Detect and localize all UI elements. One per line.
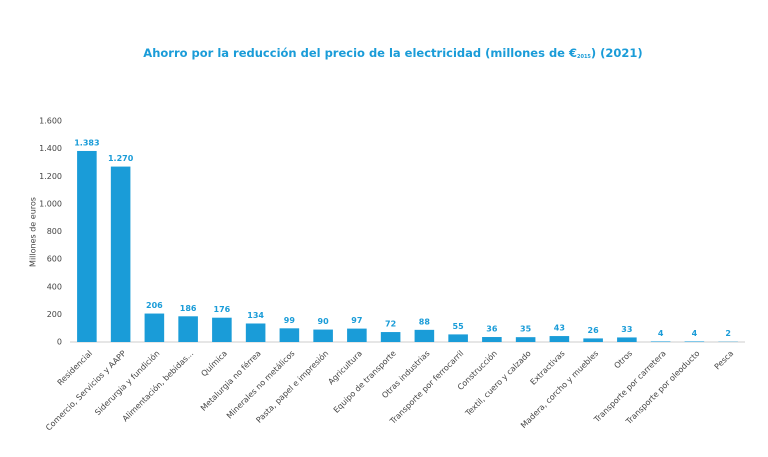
y-tick-label: 1.200: [39, 172, 62, 181]
chart-title: Ahorro por la reducción del precio de la…: [143, 46, 642, 60]
x-tick-label: Química: [199, 349, 229, 379]
bar: [515, 337, 536, 342]
bar: [684, 341, 705, 342]
x-tick-label: Siderurgia y fundición: [92, 348, 161, 417]
y-tick-label: 1.400: [39, 144, 62, 153]
y-tick-label: 0: [57, 338, 62, 347]
x-tick-label: Transporte por ferrocarril: [388, 349, 466, 427]
x-tick-label: Pesca: [713, 349, 736, 372]
bar: [380, 332, 401, 342]
title-text: Ahorro por la reducción del precio de la…: [143, 46, 577, 60]
bar: [279, 328, 300, 342]
bar: [414, 329, 435, 342]
value-label: 134: [247, 311, 264, 320]
bar: [245, 323, 266, 342]
x-tick-label: Equipo de transporte: [332, 349, 398, 415]
bar: [583, 338, 603, 342]
y-tick-label: 400: [47, 282, 62, 291]
value-label: 4: [658, 329, 664, 338]
x-tick-label: Transporte por oleoducto: [624, 349, 702, 427]
value-label: 206: [146, 301, 163, 310]
bar: [347, 328, 367, 342]
x-tick-label: Minerales no metálicos: [225, 349, 297, 421]
value-label: 2: [725, 329, 731, 338]
value-label: 99: [284, 316, 296, 325]
y-tick-label: 600: [47, 255, 62, 264]
y-axis-label: Millones de euros: [29, 197, 38, 267]
value-label: 72: [385, 320, 396, 329]
x-tick-label: Otros: [612, 349, 634, 371]
y-tick-label: 1.000: [39, 199, 62, 208]
value-label: 4: [692, 329, 698, 338]
bar: [110, 166, 131, 342]
y-tick-label: 800: [47, 227, 62, 236]
value-label: 186: [180, 304, 197, 313]
bar: [144, 313, 165, 342]
title-text: ) (2021): [591, 46, 643, 60]
bar: [77, 150, 97, 342]
value-label: 33: [621, 325, 632, 334]
value-label: 1.270: [108, 154, 134, 163]
bar: [448, 334, 468, 342]
x-tick-label: Metalurgia no férrea: [198, 348, 263, 413]
value-label: 1.383: [74, 138, 99, 147]
x-tick-label: Alimentación, bebidas...: [120, 348, 195, 423]
title-subscript: 2015: [577, 54, 591, 60]
value-label: 88: [419, 317, 431, 326]
value-label: 90: [318, 317, 330, 326]
value-label: 35: [520, 325, 532, 334]
bar: [212, 317, 232, 342]
bar: [178, 316, 198, 342]
bar: [313, 329, 333, 342]
value-label: 97: [351, 316, 362, 325]
y-tick-label: 200: [47, 310, 62, 319]
bar: [549, 336, 570, 342]
value-label: 26: [588, 326, 600, 335]
value-label: 55: [453, 322, 465, 331]
value-label: 176: [214, 305, 231, 314]
bar: [482, 337, 502, 342]
x-tick-label: Textil, cuero y calzado: [463, 349, 533, 419]
bar: [650, 341, 671, 342]
y-tick-label: 1.600: [39, 117, 62, 126]
value-label: 36: [486, 325, 498, 334]
value-label: 43: [554, 324, 565, 333]
bar: [617, 337, 637, 342]
